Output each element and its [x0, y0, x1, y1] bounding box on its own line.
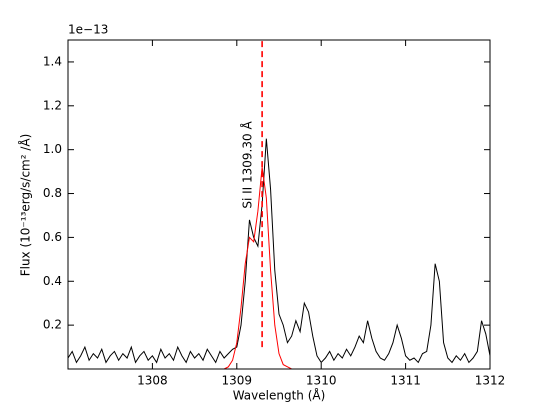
y-tick-label: 0.6 — [43, 230, 62, 244]
y-tick-label: 1.0 — [43, 142, 62, 156]
x-tick-label: 1312 — [475, 374, 506, 388]
x-tick-label: 1311 — [390, 374, 421, 388]
series-line — [223, 167, 305, 370]
y-tick-label: 0.8 — [43, 186, 62, 200]
plot-frame — [67, 39, 491, 370]
x-tick-label: 1308 — [137, 374, 168, 388]
y-tick-label: 0.2 — [43, 318, 62, 332]
y-offset-label: 1e−13 — [68, 23, 108, 37]
y-tick-label: 0.4 — [43, 274, 62, 288]
x-axis-label: Wavelength (Å) — [233, 388, 326, 403]
y-tick-label: 1.4 — [43, 54, 62, 68]
y-tick-label: 1.2 — [43, 98, 62, 112]
annotation: Si II 1309.30 Å — [240, 121, 255, 209]
x-tick-label: 1310 — [306, 374, 337, 388]
y-axis-label: Flux (10⁻¹³erg/s/cm² /Å) — [18, 134, 33, 277]
x-tick-label: 1309 — [222, 374, 253, 388]
series-line — [67, 138, 491, 364]
